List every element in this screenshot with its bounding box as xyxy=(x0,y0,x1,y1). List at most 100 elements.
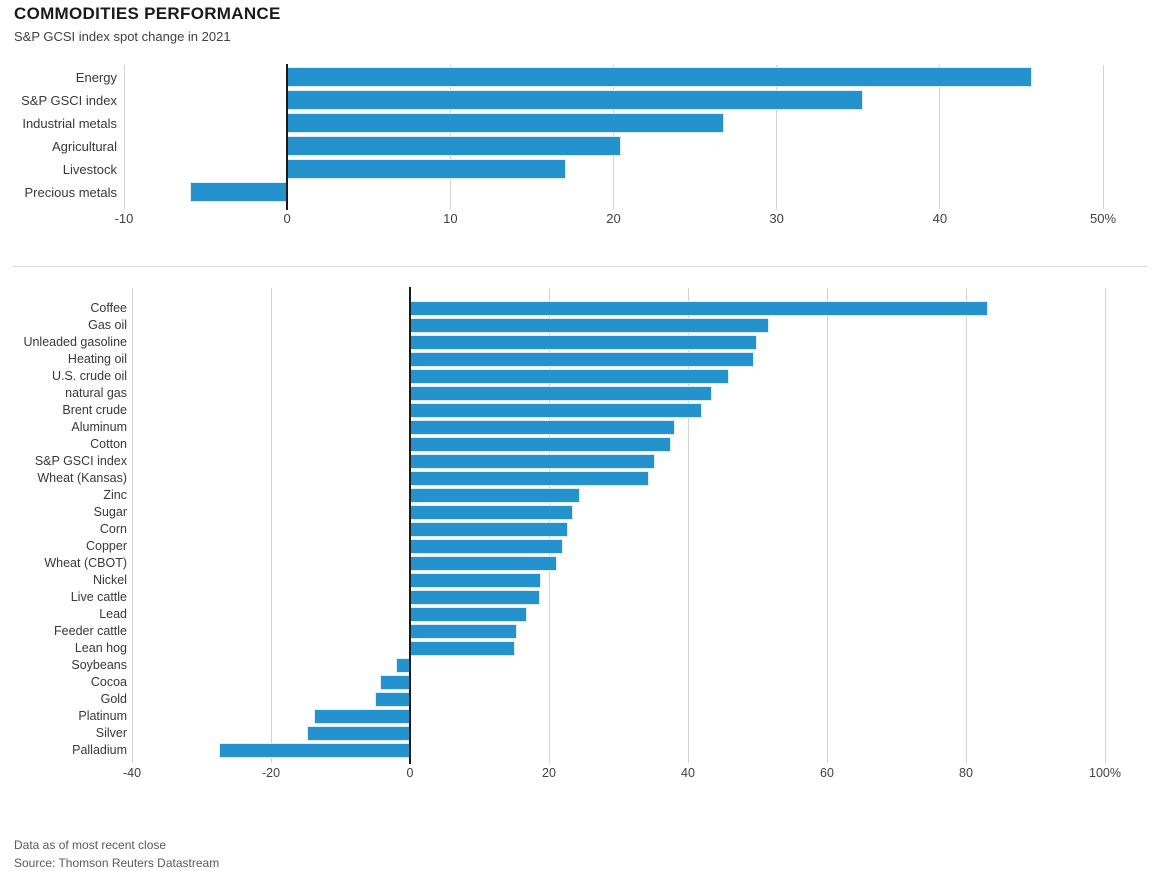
category-label: S&P GSCI index xyxy=(34,453,127,468)
x-tick-label: 40 xyxy=(681,766,695,780)
source-credit: Source: Thomson Reuters Datastream xyxy=(14,856,220,870)
bar-u-s-crude-oil xyxy=(410,369,729,383)
category-label: Copper xyxy=(86,538,127,553)
bar-natural-gas xyxy=(410,386,711,400)
x-tick-label: 20 xyxy=(542,766,556,780)
bar-precious-metals xyxy=(190,183,288,201)
bar-feeder-cattle xyxy=(410,624,517,638)
category-label: Wheat (Kansas) xyxy=(37,470,127,485)
gridline xyxy=(939,65,941,209)
bar-wheat-cbot xyxy=(410,556,556,570)
x-tick-label: 100% xyxy=(1089,766,1121,780)
x-tick-label: 60 xyxy=(820,766,834,780)
bar-zinc xyxy=(410,488,579,502)
bar-energy xyxy=(287,68,1032,86)
gridline xyxy=(826,288,828,763)
category-label: Nickel xyxy=(92,572,127,587)
bar-live-cattle xyxy=(410,590,539,604)
data-footnote: Data as of most recent close xyxy=(14,838,167,852)
category-label: Corn xyxy=(99,521,127,536)
bar-soybeans xyxy=(396,658,410,672)
category-label: Soybeans xyxy=(71,657,127,672)
category-label: Aluminum xyxy=(71,419,127,434)
chart-divider xyxy=(13,266,1147,267)
bar-agricultural xyxy=(287,137,621,155)
bar-heating-oil xyxy=(410,352,754,366)
bar-s-p-gsci-index xyxy=(287,91,862,109)
zero-axis-line xyxy=(286,64,289,210)
category-label: Sugar xyxy=(93,504,127,519)
bar-s-p-gsci-index xyxy=(410,454,654,468)
category-label: Palladium xyxy=(72,742,127,757)
bar-silver xyxy=(307,726,410,740)
bar-unleaded-gasoline xyxy=(410,335,757,349)
category-label: Coffee xyxy=(90,300,127,315)
x-tick-label: 10 xyxy=(443,211,458,226)
category-label: Precious metals xyxy=(24,184,117,200)
gridline xyxy=(1102,65,1104,209)
bar-nickel xyxy=(410,573,540,587)
page-title: COMMODITIES PERFORMANCE xyxy=(14,4,281,23)
gridline xyxy=(776,65,778,209)
gridline xyxy=(965,288,967,763)
x-tick-label: 80 xyxy=(959,766,973,780)
gridline xyxy=(123,65,125,209)
gridline xyxy=(270,288,272,763)
category-label: Silver xyxy=(95,725,127,740)
bar-aluminum xyxy=(410,420,675,434)
gridline xyxy=(1104,288,1106,763)
bar-corn xyxy=(410,522,568,536)
category-label: U.S. crude oil xyxy=(51,368,127,383)
bar-sugar xyxy=(410,505,572,519)
bar-palladium xyxy=(220,743,410,757)
category-label: Industrial metals xyxy=(22,115,117,131)
bar-gold xyxy=(375,692,410,706)
bar-gas-oil xyxy=(410,318,768,332)
x-tick-label: 20 xyxy=(606,211,621,226)
category-label: Zinc xyxy=(103,487,127,502)
category-label: Gas oil xyxy=(88,317,127,332)
category-label: natural gas xyxy=(65,385,127,400)
x-tick-label: 0 xyxy=(406,766,414,780)
x-tick-label: -20 xyxy=(261,766,281,780)
bar-coffee xyxy=(410,301,987,315)
x-tick-label: 40 xyxy=(932,211,948,226)
category-label: S&P GSCI index xyxy=(21,92,117,108)
category-label: Gold xyxy=(100,691,127,706)
category-label: Livestock xyxy=(62,161,117,177)
bar-platinum xyxy=(314,709,410,723)
bar-cocoa xyxy=(380,675,410,689)
category-label: Agricultural xyxy=(51,138,117,154)
category-label: Feeder cattle xyxy=(54,623,127,638)
category-label: Heating oil xyxy=(67,351,127,366)
x-tick-label: 50% xyxy=(1089,211,1117,226)
category-label: Lean hog xyxy=(74,640,127,655)
bar-livestock xyxy=(287,160,565,178)
bar-industrial-metals xyxy=(287,114,723,132)
category-label: Platinum xyxy=(78,708,127,723)
bar-cotton xyxy=(410,437,670,451)
gridline xyxy=(687,288,689,763)
category-label: Cotton xyxy=(90,436,127,451)
category-label: Lead xyxy=(99,606,127,621)
bar-wheat-kansas xyxy=(410,471,648,485)
category-label: Cocoa xyxy=(90,674,127,689)
page-subtitle: S&P GCSI index spot change in 2021 xyxy=(14,29,231,44)
zero-axis-line xyxy=(409,287,411,764)
x-tick-label: 0 xyxy=(283,211,291,226)
category-label: Brent crude xyxy=(62,402,127,417)
x-tick-label: -10 xyxy=(114,211,134,226)
gridline xyxy=(131,288,133,763)
bar-copper xyxy=(410,539,563,553)
category-label: Live cattle xyxy=(70,589,127,604)
x-tick-label: -40 xyxy=(122,766,142,780)
bar-lead xyxy=(410,607,527,621)
category-label: Energy xyxy=(75,69,117,85)
bar-lean-hog xyxy=(410,641,515,655)
x-tick-label: 30 xyxy=(769,211,784,226)
bar-brent-crude xyxy=(410,403,702,417)
category-label: Unleaded gasoline xyxy=(23,334,127,349)
